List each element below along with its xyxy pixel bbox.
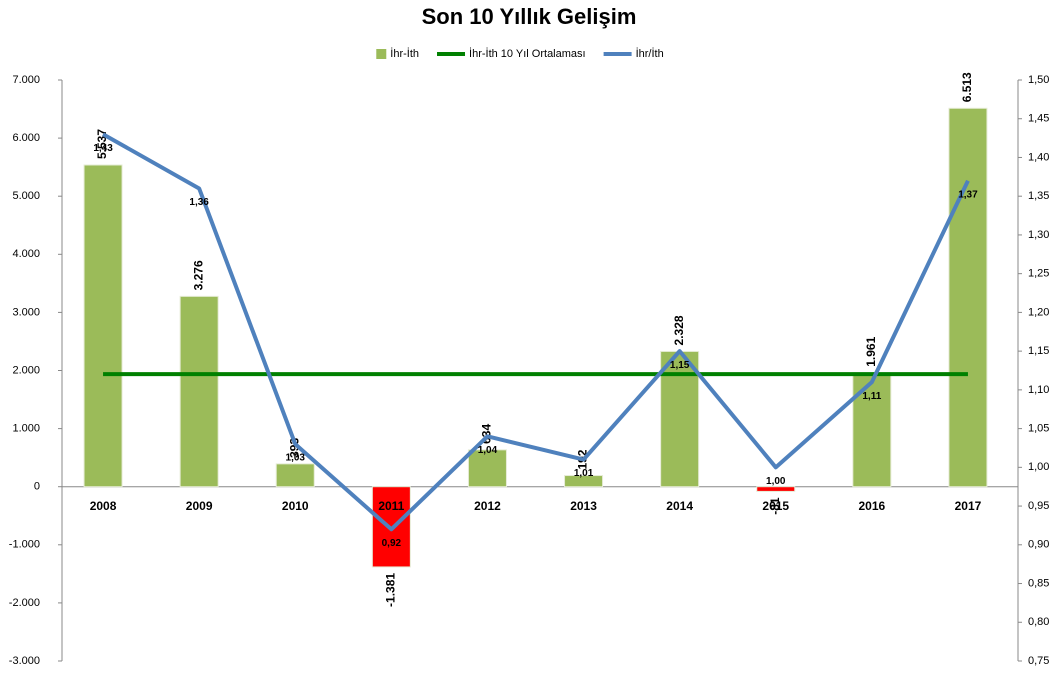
y2-tick-label: 0,75 <box>1028 655 1049 667</box>
y2-tick-label: 1,00 <box>1028 461 1049 473</box>
x-tick-label: 2009 <box>186 499 213 513</box>
point-value-label: 1,36 <box>189 197 209 208</box>
y2-tick-label: 1,35 <box>1028 190 1049 202</box>
x-tick-label: 2014 <box>666 499 693 513</box>
bar-value-label: 2.328 <box>672 315 686 345</box>
y2-tick-label: 0,85 <box>1028 577 1049 589</box>
x-tick-label: 2010 <box>282 499 309 513</box>
x-tick-label: 2013 <box>570 499 597 513</box>
y2-tick-label: 1,25 <box>1028 268 1049 280</box>
bar-value-label: -1.381 <box>384 573 398 607</box>
point-value-label: 1,11 <box>862 391 881 402</box>
y2-tick-label: 1,50 <box>1028 74 1049 86</box>
y-tick-label: 7.000 <box>12 74 40 86</box>
point-value-label: 1,15 <box>670 360 690 371</box>
bar-value-label: 6.513 <box>960 72 974 102</box>
legend-label: İhr-İth 10 Yıl Ortalaması <box>469 47 586 60</box>
y2-tick-label: 1,15 <box>1028 345 1049 357</box>
x-tick-label: 2012 <box>474 499 501 513</box>
legend-label: İhr/İth <box>636 47 664 60</box>
bar <box>467 449 507 488</box>
bar <box>564 475 604 488</box>
y2-tick-label: 0,90 <box>1028 539 1049 551</box>
bar-value-label: 1.961 <box>864 336 878 366</box>
y2-tick-label: 1,20 <box>1028 306 1049 318</box>
x-tick-label: 2015 <box>762 499 789 513</box>
x-tick-label: 2017 <box>955 499 982 513</box>
bar <box>948 107 988 488</box>
bar <box>275 463 315 488</box>
line-series <box>102 132 970 532</box>
point-value-label: 0,92 <box>382 538 402 549</box>
point-value-label: 1,03 <box>286 453 306 464</box>
y-tick-label: 4.000 <box>12 248 40 260</box>
bar-value-label: -81 <box>768 497 782 515</box>
point-value-label: 1,37 <box>958 189 978 200</box>
x-tick-label: 2011 <box>378 499 404 513</box>
bar-value-label: 393 <box>287 438 301 458</box>
bar-value-label: 3.276 <box>191 260 205 290</box>
point-value-label: 1,43 <box>93 143 113 154</box>
y2-tick-label: 0,95 <box>1028 500 1049 512</box>
y-tick-label: 6.000 <box>12 132 40 144</box>
point-value-label: 1,04 <box>478 445 498 456</box>
y-tick-label: 0 <box>34 481 40 493</box>
x-tick-label: 2008 <box>90 499 117 513</box>
y-tick-label: 2.000 <box>12 364 40 376</box>
y2-tick-label: 1,40 <box>1028 151 1049 163</box>
y-tick-label: -1.000 <box>9 539 40 551</box>
point-value-label: 1,01 <box>574 468 594 479</box>
y-tick-label: -3.000 <box>9 655 40 667</box>
chart-title: Son 10 Yıllık Gelişim <box>422 4 637 29</box>
bar <box>660 350 700 488</box>
point-value-label: 1,00 <box>766 476 786 487</box>
bar <box>83 164 123 488</box>
bar <box>179 295 219 488</box>
y2-tick-label: 1,05 <box>1028 423 1049 435</box>
bar <box>756 486 796 492</box>
y-tick-label: 3.000 <box>12 306 40 318</box>
x-tick-label: 2016 <box>858 499 885 513</box>
y2-tick-label: 1,45 <box>1028 113 1049 125</box>
y2-tick-label: 1,30 <box>1028 229 1049 241</box>
y2-tick-label: 0,80 <box>1028 616 1049 628</box>
bar <box>852 372 892 488</box>
legend-label: İhr-İth <box>390 47 419 60</box>
legend-swatch <box>376 49 387 59</box>
y-tick-label: -2.000 <box>9 597 40 609</box>
y-tick-label: 5.000 <box>12 190 40 202</box>
y2-tick-label: 1,10 <box>1028 384 1049 396</box>
y-tick-label: 1.000 <box>12 423 40 435</box>
